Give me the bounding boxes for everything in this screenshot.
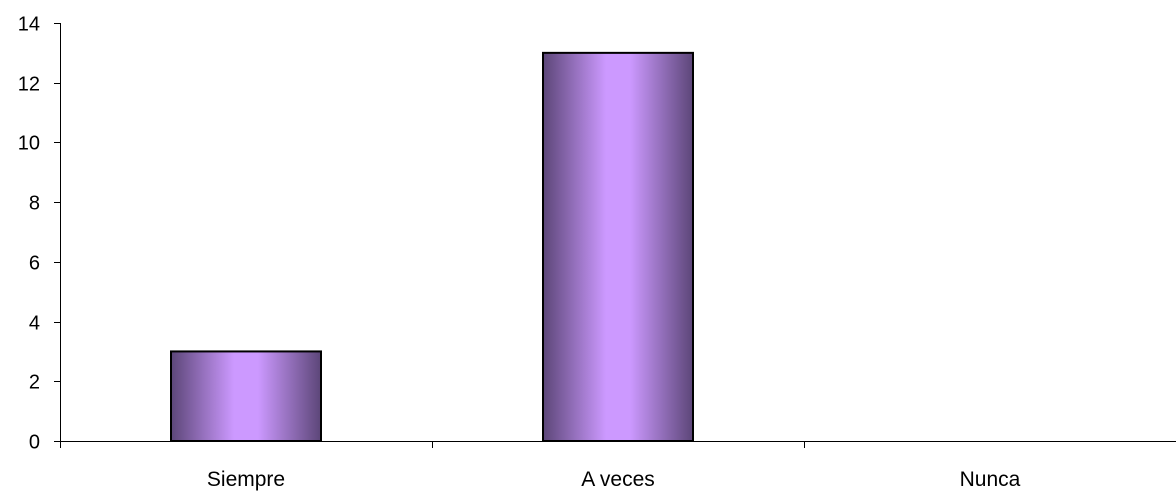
y-axis-tick-labels: 0 2 4 6 8 10 12 14: [18, 14, 40, 454]
y-tick-label: 0: [29, 432, 40, 454]
y-tick-label: 4: [29, 313, 40, 335]
y-tick-label: 2: [29, 372, 40, 394]
x-category-label: A veces: [581, 468, 655, 491]
x-axis-ticks: [60, 441, 805, 448]
y-axis-ticks: [54, 23, 60, 442]
y-tick-label: 14: [18, 14, 40, 36]
y-tick-label: 12: [18, 74, 40, 96]
bar-a-veces: [542, 51, 694, 442]
y-tick-label: 10: [18, 133, 40, 155]
x-axis-category-labels: Siempre A veces Nunca: [207, 468, 1021, 491]
bar-series: [170, 51, 694, 442]
x-category-label: Nunca: [960, 468, 1021, 491]
y-tick-label: 8: [29, 193, 40, 215]
bar-siempre: [170, 350, 322, 442]
y-tick-label: 6: [29, 253, 40, 275]
x-category-label: Siempre: [207, 468, 285, 491]
